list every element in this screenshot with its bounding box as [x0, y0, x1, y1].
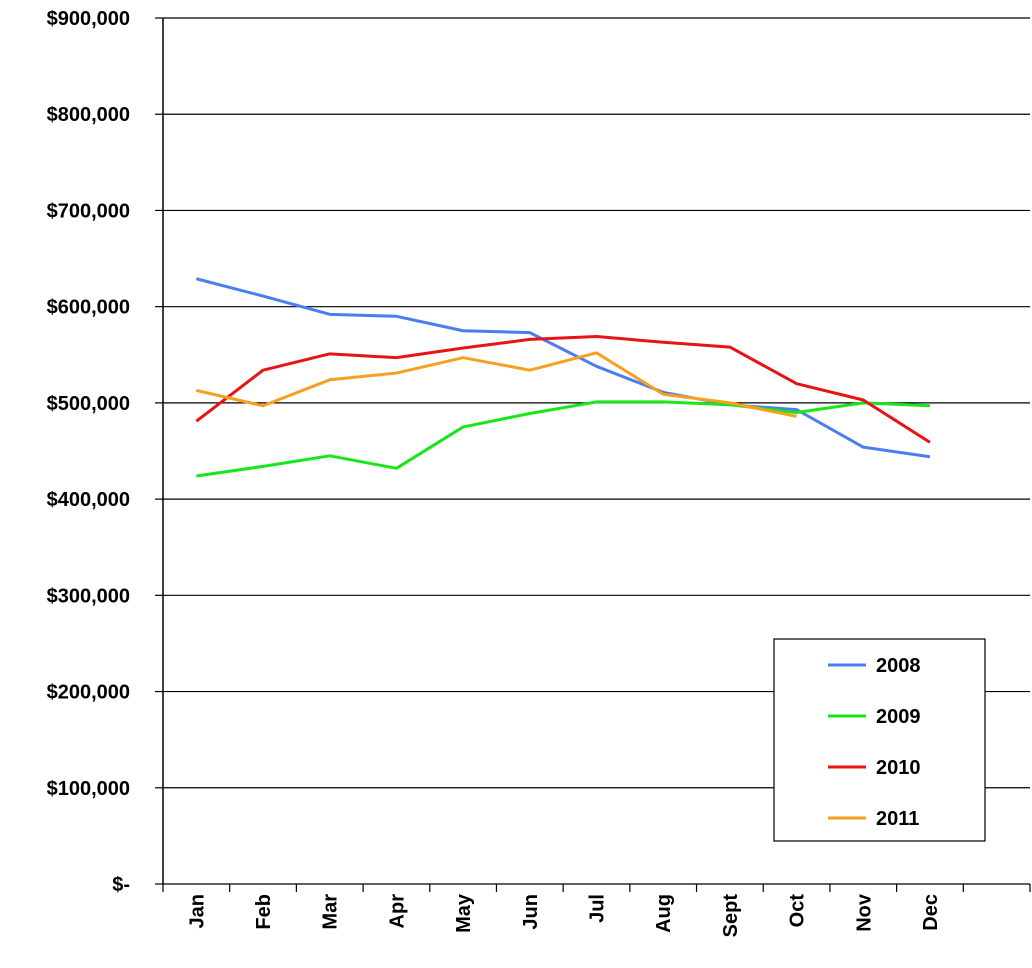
x-tick-label: Nov — [853, 893, 875, 932]
y-tick-label: $200,000 — [47, 682, 130, 704]
x-tick-label: Sept — [720, 894, 742, 938]
y-tick-label: $900,000 — [47, 8, 130, 30]
y-tick-label: $600,000 — [47, 297, 130, 319]
x-tick-label: Mar — [320, 894, 342, 930]
series-line — [196, 400, 931, 478]
x-tick-label: Dec — [920, 894, 942, 931]
y-tick-label: $800,000 — [47, 104, 130, 126]
series-line — [196, 351, 797, 418]
y-tick-label: $100,000 — [47, 778, 130, 800]
x-tick-label: Feb — [253, 894, 275, 930]
legend-label: 2011 — [876, 808, 919, 830]
y-tick-label: $- — [112, 874, 130, 896]
y-tick-label: $400,000 — [47, 489, 130, 511]
x-tick-label: May — [453, 893, 475, 933]
y-tick-label: $700,000 — [47, 200, 130, 222]
legend-label: 2008 — [876, 655, 921, 677]
x-tick-label: Aug — [653, 894, 675, 933]
y-tick-label: $500,000 — [47, 393, 130, 415]
legend: 2008 2009 2010 2011 — [773, 638, 986, 842]
y-tick-label: $300,000 — [47, 585, 130, 607]
legend-label: 2009 — [876, 706, 921, 728]
series-line — [195, 334, 931, 444]
legend-label: 2010 — [876, 757, 921, 779]
x-tick-label: Apr — [386, 894, 408, 929]
series-line — [195, 277, 931, 459]
legend-box — [773, 638, 986, 842]
x-tick-label: Jun — [520, 894, 542, 930]
x-tick-label: Jan — [186, 894, 208, 928]
x-tick-label: Jul — [587, 894, 609, 923]
x-tick-label: Oct — [787, 894, 809, 928]
